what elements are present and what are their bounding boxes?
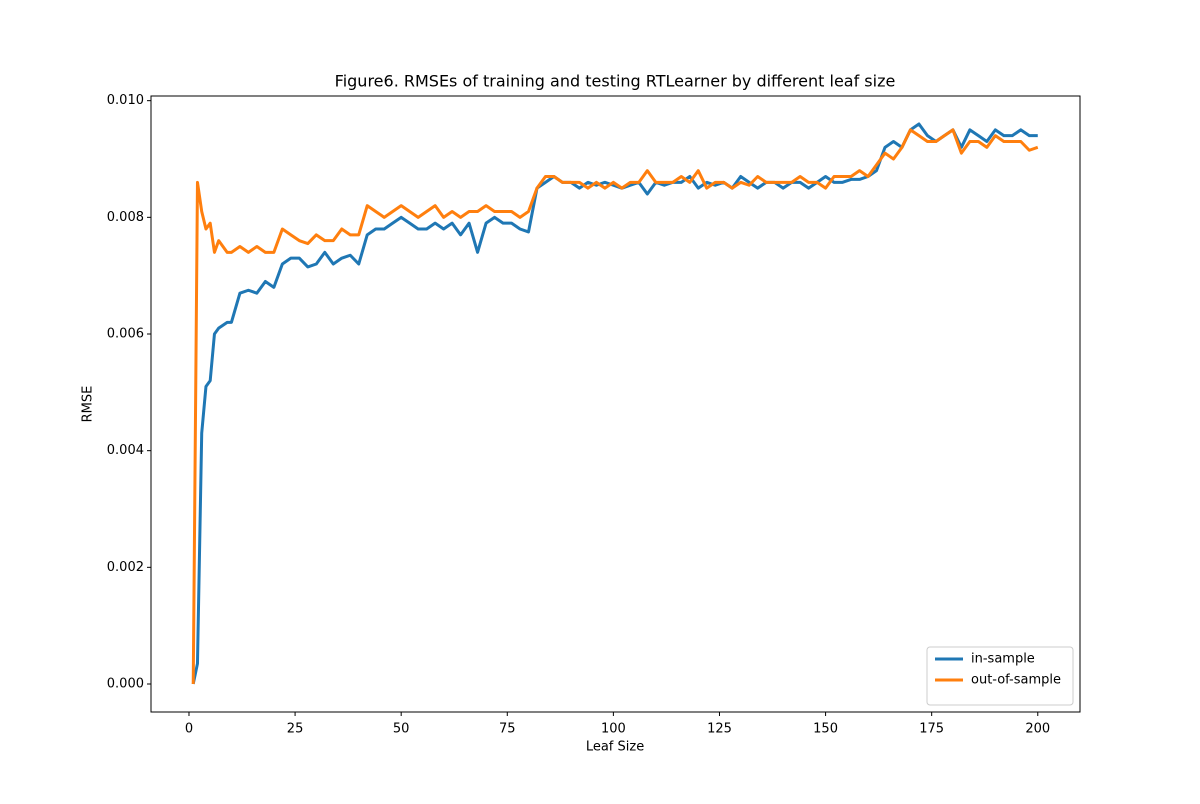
x-tick-label: 50 — [393, 722, 410, 737]
x-tick-label: 100 — [601, 722, 626, 737]
y-tick-label: 0.002 — [107, 560, 144, 575]
legend-box — [926, 646, 1074, 706]
x-tick-label: 75 — [499, 722, 516, 737]
x-axis-label: Leaf Size — [586, 740, 644, 755]
y-tick-label: 0.008 — [107, 210, 144, 225]
chart-title: Figure6. RMSEs of training and testing R… — [335, 72, 896, 91]
y-tick-label: 0.004 — [107, 443, 144, 458]
data-line — [191, 128, 1039, 685]
x-tick-label: 150 — [813, 722, 838, 737]
x-tick-label: 125 — [707, 722, 732, 737]
x-tick-label: 200 — [1025, 722, 1050, 737]
x-tick-label: 25 — [287, 722, 304, 737]
axes-frame — [150, 95, 1081, 713]
y-tick-label: 0.010 — [107, 93, 144, 108]
y-tick-label: 0.000 — [107, 677, 144, 692]
legend-label: out-of-sample — [971, 673, 1061, 688]
legend-label: in-sample — [971, 652, 1035, 667]
y-tick-label: 0.006 — [107, 327, 144, 342]
x-tick-label: 0 — [185, 722, 193, 737]
x-tick-label: 175 — [919, 722, 944, 737]
data-line — [191, 122, 1038, 685]
y-axis-label: RMSE — [81, 386, 96, 423]
